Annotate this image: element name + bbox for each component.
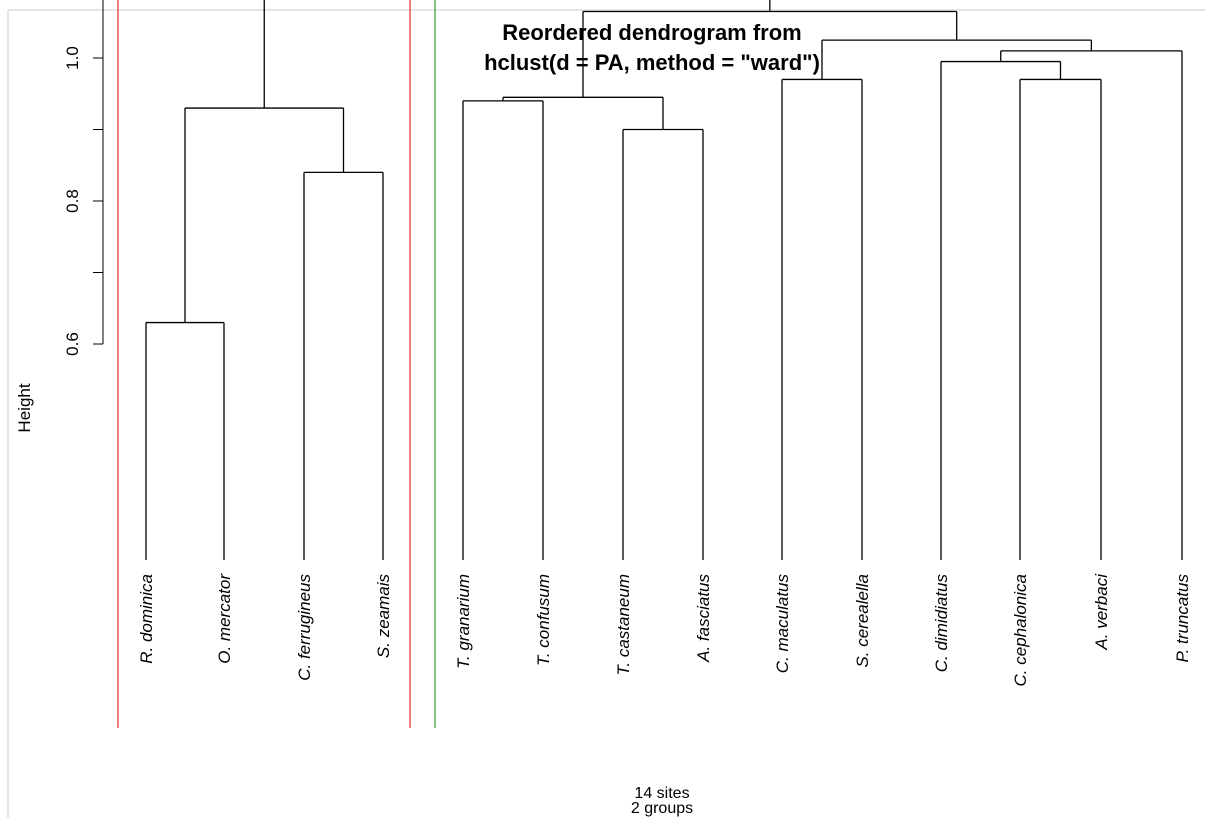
y-tick-label: 0.6 — [63, 332, 82, 356]
group-boxes — [117, 0, 436, 728]
y-tick-label: 1.0 — [63, 46, 82, 70]
leaf-label: C. ferrugineus — [295, 574, 314, 681]
leaf-label: T. confusum — [534, 574, 553, 666]
leaf-label: C. maculatus — [773, 574, 792, 674]
leaf-label: C. cephalonica — [1011, 574, 1030, 686]
chart-title-line2: hclust(d = PA, method = "ward") — [484, 50, 820, 75]
sites-count: 14 sites — [634, 785, 689, 802]
leaf-labels: R. dominica O. mercator C. ferrugineus S. z… — [137, 573, 1192, 687]
group-box-1 — [117, 0, 411, 728]
leaf-label: A. fasciatus — [694, 574, 713, 663]
y-tick-label: 0.8 — [63, 189, 82, 213]
leaf-label: T. castaneum — [614, 574, 633, 675]
y-axis-label: Height — [15, 383, 34, 432]
leaf-label: S. cerealella — [853, 574, 872, 668]
leaf-label: P. truncatus — [1173, 574, 1192, 663]
leaf-label: R. dominica — [137, 574, 156, 664]
leaf-label: C. dimidiatus — [932, 574, 951, 673]
chart-title-line1: Reordered dendrogram from — [502, 20, 802, 45]
groups-count: 2 groups — [631, 800, 693, 817]
leaf-label: O. mercator — [215, 573, 234, 664]
y-axis: 0.60.81.01.2 — [63, 0, 104, 356]
leaf-label: T. granarium — [454, 574, 473, 669]
group-box-2 — [434, 0, 436, 728]
dendrogram-links — [145, 0, 1183, 560]
leaf-label: S. zeamais — [374, 574, 393, 659]
leaf-label: A. verbaci — [1092, 573, 1111, 651]
